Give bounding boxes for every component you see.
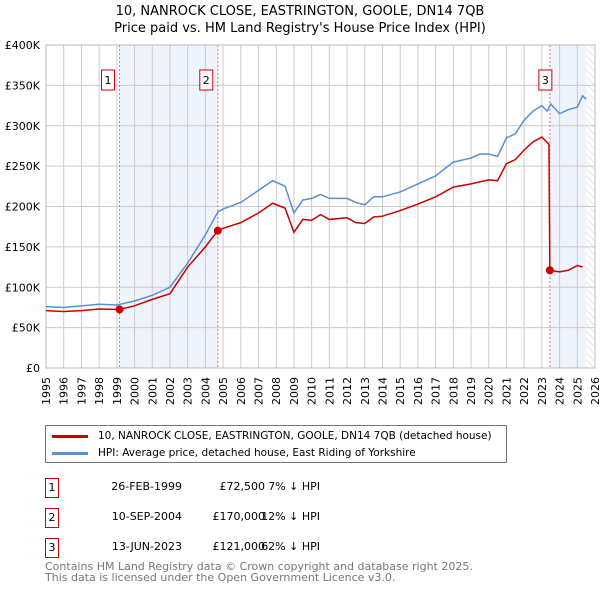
x-tick-label: 2002 [164,377,177,405]
x-tick-label: 2017 [430,377,443,405]
sale-row: 1 26-FEB-1999 £72,500 7% ↓ HPI [45,478,445,498]
x-tick-label: 2011 [323,377,336,405]
x-tick-label: 2020 [483,377,496,405]
sale-label-box [100,69,115,91]
x-tick-label: 2019 [465,377,478,405]
sale-hpi-diff: 12% ↓ HPI [261,510,320,523]
x-tick-label: 1998 [93,377,106,405]
x-tick-label: 2015 [394,377,407,405]
sale-date: 26-FEB-1999 [111,480,182,493]
y-tick-label: £0 [26,362,40,375]
sale-number-box: 2 [45,508,59,528]
sale-number-box: 3 [45,538,59,558]
footer-line: This data is licensed under the Open Gov… [45,571,396,584]
x-tick-label: 2004 [199,377,212,405]
y-tick-label: £300K [5,120,41,133]
x-tick-label: 2025 [571,377,584,405]
x-tick-label: 2016 [412,377,425,405]
sale-price: £170,000 [212,510,266,523]
price-paid-line [45,136,583,313]
y-tick-label: £50K [12,322,41,335]
legend-swatch-hpi [52,451,88,455]
x-tick-label: 2007 [253,377,266,405]
y-tick-label: £400K [5,39,41,52]
x-tick-label: 2005 [217,377,230,405]
x-tick-label: 1996 [58,377,71,405]
sale-label-number: 1 [104,74,111,87]
x-tick-label: 1995 [40,377,53,405]
sale-label-number: 2 [203,74,210,87]
sale-label-box [199,69,214,91]
y-tick-label: £350K [5,79,41,92]
legend-swatch-property [52,434,88,438]
legend-label-property: 10, NANROCK CLOSE, EASTRINGTON, GOOLE, D… [98,430,492,442]
sale-price: £72,500 [219,480,266,493]
sale-row: 3 13-JUN-2023 £121,000 62% ↓ HPI [45,538,445,558]
sale-date: 13-JUN-2023 [111,540,182,553]
x-tick-label: 2009 [288,377,301,405]
sale-hpi-diff: 62% ↓ HPI [261,540,320,553]
x-tick-label: 2013 [359,377,372,405]
plot-border [45,44,596,369]
footer-line: Contains HM Land Registry data © Crown c… [45,560,473,573]
sale-point [115,305,124,314]
footer: Contains HM Land Registry data © Crown c… [45,561,473,583]
x-tick-label: 2010 [306,377,319,405]
x-tick-label: 2001 [146,377,159,405]
legend-label-hpi: HPI: Average price, detached house, East… [98,447,416,459]
x-tick-label: 2008 [270,377,283,405]
x-tick-label: 2024 [554,377,567,405]
x-tick-label: 2018 [447,377,460,405]
x-tick-label: 2000 [129,377,142,405]
hpi-line [45,94,587,309]
chart-subtitle: Price paid vs. HM Land Registry's House … [114,21,486,36]
x-tick-label: 2023 [536,377,549,405]
x-tick-label: 2026 [589,377,600,405]
legend: 10, NANROCK CLOSE, EASTRINGTON, GOOLE, D… [45,425,507,463]
y-tick-label: £200K [5,201,41,214]
x-tick-label: 2014 [376,377,389,405]
sale-price: £121,000 [212,540,266,553]
x-tick-label: 2022 [518,377,531,405]
sale-point [545,266,554,275]
sale-hpi-diff: 7% ↓ HPI [268,480,320,493]
sale-row: 2 10-SEP-2004 £170,000 12% ↓ HPI [45,508,445,528]
x-tick-label: 2003 [182,377,195,405]
y-tick-label: £100K [5,281,41,294]
sale-label-number: 3 [542,74,549,87]
y-tick-label: £150K [5,241,41,254]
sale-number-box: 1 [45,478,59,498]
y-tick-label: £250K [5,160,41,173]
x-tick-label: 2006 [235,377,248,405]
sale-date: 10-SEP-2004 [111,510,182,523]
x-tick-label: 2012 [341,377,354,405]
plot-area: 1995 1996 1997 1998 1999 2000 2001 2002 2003 2004… [5,39,600,405]
sale-label-box [538,69,553,91]
sale-point [213,226,222,235]
x-tick-label: 1997 [75,377,88,405]
chart-title: 10, NANROCK CLOSE, EASTRINGTON, GOOLE, D… [115,4,485,19]
x-tick-label: 1999 [111,377,124,405]
x-tick-label: 2021 [500,377,513,405]
